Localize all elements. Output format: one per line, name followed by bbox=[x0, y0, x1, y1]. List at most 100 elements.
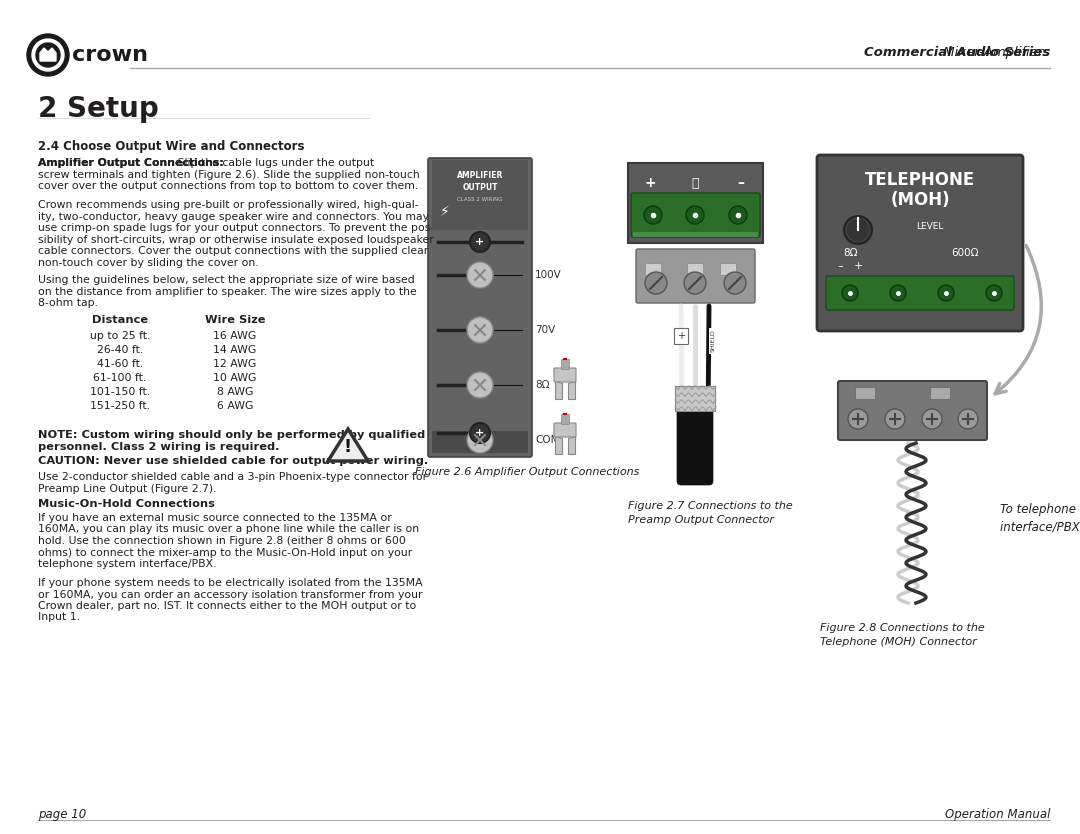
Text: cover over the output connections from top to bottom to cover them.: cover over the output connections from t… bbox=[38, 181, 418, 191]
Text: 26-40 ft.: 26-40 ft. bbox=[97, 345, 144, 355]
Polygon shape bbox=[568, 436, 575, 454]
Text: screw terminals and tighten (Figure 2.6). Slide the supplied non-touch: screw terminals and tighten (Figure 2.6)… bbox=[38, 169, 420, 179]
FancyBboxPatch shape bbox=[930, 387, 950, 399]
Text: Using the guidelines below, select the appropriate size of wire based: Using the guidelines below, select the a… bbox=[38, 275, 415, 285]
FancyBboxPatch shape bbox=[636, 249, 755, 303]
Circle shape bbox=[922, 409, 942, 429]
Text: OUTPUT: OUTPUT bbox=[462, 183, 498, 192]
Circle shape bbox=[846, 218, 870, 242]
Circle shape bbox=[645, 272, 667, 294]
FancyBboxPatch shape bbox=[428, 158, 532, 457]
Text: NOTE: Custom wiring should only be performed by qualified: NOTE: Custom wiring should only be perfo… bbox=[38, 430, 426, 440]
Text: 12 AWG: 12 AWG bbox=[214, 359, 257, 369]
FancyBboxPatch shape bbox=[677, 407, 713, 485]
Text: 101-150 ft.: 101-150 ft. bbox=[90, 387, 150, 397]
Text: 100V: 100V bbox=[535, 270, 562, 280]
Text: CLASS 2 WIRING: CLASS 2 WIRING bbox=[457, 197, 503, 202]
Text: 600Ω: 600Ω bbox=[951, 248, 978, 258]
Text: Telephone (MOH) Connector: Telephone (MOH) Connector bbox=[820, 637, 976, 647]
Text: Preamp Line Output (Figure 2.7).: Preamp Line Output (Figure 2.7). bbox=[38, 484, 216, 494]
Text: Wire Size: Wire Size bbox=[205, 315, 266, 325]
Text: ity, two-conductor, heavy gauge speaker wire and connectors. You may: ity, two-conductor, heavy gauge speaker … bbox=[38, 212, 429, 222]
Text: !: ! bbox=[343, 438, 352, 456]
Text: ohms) to connect the mixer-amp to the Music-On-Hold input on your: ohms) to connect the mixer-amp to the Mu… bbox=[38, 547, 413, 557]
Text: 6 AWG: 6 AWG bbox=[217, 401, 253, 411]
FancyBboxPatch shape bbox=[633, 232, 758, 237]
FancyBboxPatch shape bbox=[631, 193, 760, 237]
Text: +: + bbox=[644, 176, 656, 190]
Text: Crown recommends using pre-built or professionally wired, high-qual-: Crown recommends using pre-built or prof… bbox=[38, 200, 419, 210]
Text: hold. Use the connection shown in Figure 2.8 (either 8 ohms or 600: hold. Use the connection shown in Figure… bbox=[38, 536, 406, 546]
Circle shape bbox=[986, 285, 1002, 301]
Circle shape bbox=[885, 409, 905, 429]
Text: 8-ohm tap.: 8-ohm tap. bbox=[38, 298, 98, 308]
Polygon shape bbox=[40, 48, 56, 61]
Text: 2.4 Choose Output Wire and Connectors: 2.4 Choose Output Wire and Connectors bbox=[38, 140, 305, 153]
Text: 8 AWG: 8 AWG bbox=[217, 387, 253, 397]
Ellipse shape bbox=[27, 34, 69, 76]
FancyBboxPatch shape bbox=[855, 387, 875, 399]
FancyBboxPatch shape bbox=[838, 381, 987, 440]
FancyBboxPatch shape bbox=[627, 163, 762, 243]
Ellipse shape bbox=[32, 39, 64, 71]
FancyBboxPatch shape bbox=[554, 423, 576, 437]
Text: cable connectors. Cover the output connections with the supplied clear: cable connectors. Cover the output conne… bbox=[38, 246, 429, 256]
Circle shape bbox=[470, 423, 490, 443]
Text: telephone system interface/PBX.: telephone system interface/PBX. bbox=[38, 559, 216, 569]
Text: +: + bbox=[475, 237, 485, 247]
Text: Crown dealer, part no. IST. It connects either to the MOH output or to: Crown dealer, part no. IST. It connects … bbox=[38, 601, 416, 611]
Text: If your phone system needs to be electrically isolated from the 135MA: If your phone system needs to be electri… bbox=[38, 578, 422, 588]
Text: Preamp Output Connector: Preamp Output Connector bbox=[627, 515, 774, 525]
Text: Music-On-Hold Connections: Music-On-Hold Connections bbox=[38, 499, 215, 509]
FancyBboxPatch shape bbox=[432, 431, 528, 453]
FancyBboxPatch shape bbox=[645, 263, 661, 275]
Text: (MOH): (MOH) bbox=[890, 191, 949, 209]
Circle shape bbox=[644, 206, 662, 224]
Circle shape bbox=[470, 232, 490, 252]
Text: –: – bbox=[837, 261, 842, 271]
Text: 16 AWG: 16 AWG bbox=[214, 331, 257, 341]
Text: +: + bbox=[677, 331, 685, 341]
Circle shape bbox=[686, 206, 704, 224]
FancyBboxPatch shape bbox=[826, 276, 1014, 310]
Text: on the distance from amplifier to speaker. The wire sizes apply to the: on the distance from amplifier to speake… bbox=[38, 287, 417, 297]
Text: 10 AWG: 10 AWG bbox=[214, 373, 257, 383]
Circle shape bbox=[848, 409, 868, 429]
Text: Operation Manual: Operation Manual bbox=[945, 808, 1050, 821]
Text: CAUTION: Never use shielded cable for output power wiring.: CAUTION: Never use shielded cable for ou… bbox=[38, 456, 429, 466]
Circle shape bbox=[939, 285, 954, 301]
Text: TELEPHONE: TELEPHONE bbox=[865, 171, 975, 189]
Text: 2 Setup: 2 Setup bbox=[38, 95, 159, 123]
Text: To telephone system
interface/PBX input: To telephone system interface/PBX input bbox=[1000, 503, 1080, 534]
Text: or 160MA, you can order an accessory isolation transformer from your: or 160MA, you can order an accessory iso… bbox=[38, 590, 422, 600]
Text: Amplifier Output Connections:: Amplifier Output Connections: bbox=[38, 158, 224, 168]
Text: 8Ω: 8Ω bbox=[842, 248, 858, 258]
Text: Distance: Distance bbox=[92, 315, 148, 325]
Text: 151-250 ft.: 151-250 ft. bbox=[90, 401, 150, 411]
Text: Slip the cable lugs under the output: Slip the cable lugs under the output bbox=[174, 158, 374, 168]
Polygon shape bbox=[555, 381, 562, 399]
FancyBboxPatch shape bbox=[432, 160, 528, 230]
Text: +: + bbox=[853, 261, 863, 271]
Text: Figure 2.7 Connections to the: Figure 2.7 Connections to the bbox=[627, 501, 793, 511]
Circle shape bbox=[467, 317, 492, 343]
FancyBboxPatch shape bbox=[554, 368, 576, 382]
Text: sibility of short-circuits, wrap or otherwise insulate exposed loudspeaker: sibility of short-circuits, wrap or othe… bbox=[38, 234, 434, 244]
Circle shape bbox=[729, 206, 747, 224]
Text: ⚡: ⚡ bbox=[441, 205, 450, 219]
Text: Use 2-conductor shielded cable and a 3-pin Phoenix-type connector for: Use 2-conductor shielded cable and a 3-p… bbox=[38, 472, 427, 482]
Text: crown: crown bbox=[72, 45, 148, 65]
Text: AMPLIFIER: AMPLIFIER bbox=[457, 170, 503, 179]
Text: Input 1.: Input 1. bbox=[38, 612, 80, 622]
Text: personnel. Class 2 wiring is required.: personnel. Class 2 wiring is required. bbox=[38, 441, 280, 451]
FancyBboxPatch shape bbox=[720, 263, 735, 275]
Text: Mixer-Amplifiers: Mixer-Amplifiers bbox=[820, 46, 1050, 58]
Polygon shape bbox=[568, 381, 575, 399]
Text: LEVEL: LEVEL bbox=[916, 222, 944, 230]
Text: –: – bbox=[738, 176, 744, 190]
FancyBboxPatch shape bbox=[561, 359, 569, 369]
Circle shape bbox=[842, 214, 874, 246]
Circle shape bbox=[724, 272, 746, 294]
Text: 41-60 ft.: 41-60 ft. bbox=[97, 359, 144, 369]
Text: 8Ω: 8Ω bbox=[535, 380, 550, 390]
